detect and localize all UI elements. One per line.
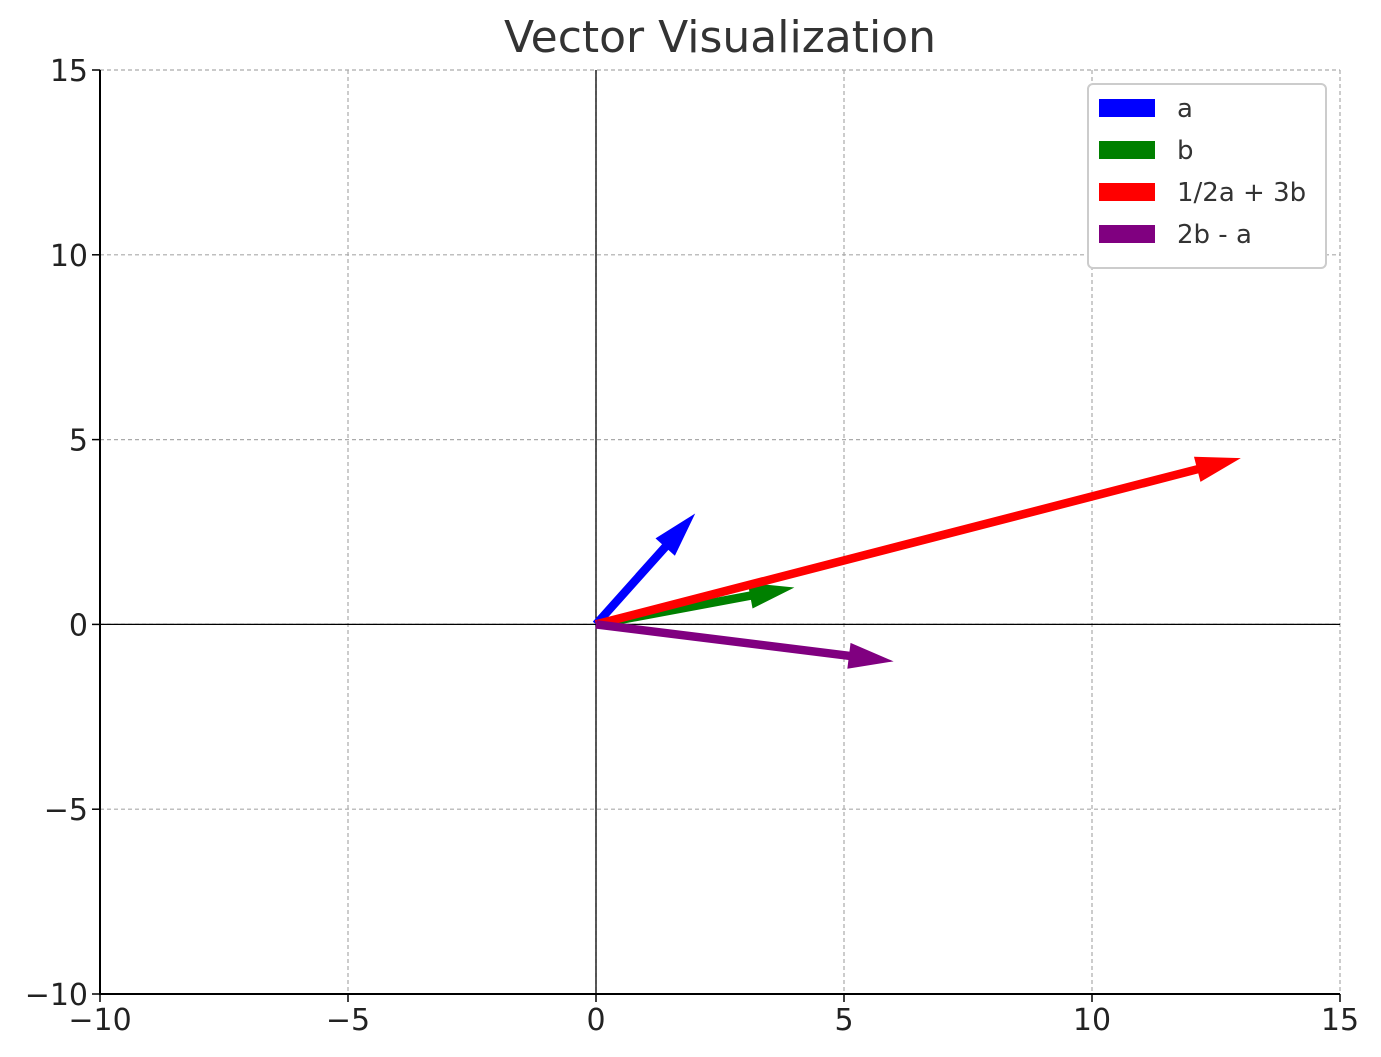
vectors	[592, 456, 1241, 669]
legend-swatch	[1099, 183, 1155, 201]
plot-frame	[99, 70, 1340, 995]
vector-arrow-2b-a	[595, 620, 894, 669]
y-tick-label: 10	[50, 239, 88, 274]
legend: ab 1/2a + 3b 2b - a	[1087, 83, 1327, 269]
y-tick-label: 5	[69, 424, 88, 459]
legend-swatch	[1099, 225, 1155, 243]
y-tick-label: −5	[44, 793, 88, 828]
legend-label: a	[1177, 94, 1193, 124]
tick-labels: −10 −5 0 5 10 15 −10 −5 0 5 10 15	[25, 54, 1359, 1038]
y-tick-label: 0	[69, 608, 88, 643]
chart-title: Vector Visualization	[503, 12, 937, 63]
legend-swatch	[1099, 141, 1155, 159]
legend-label: 1/2a + 3b	[1177, 178, 1306, 208]
x-tick-label: −5	[326, 1003, 370, 1038]
legend-swatch	[1099, 99, 1155, 117]
legend-label: 2b - a	[1177, 220, 1252, 250]
vector-arrow-1-2a-3b	[594, 456, 1241, 629]
legend-box	[1087, 83, 1327, 269]
x-tick-label: 5	[834, 1003, 853, 1038]
x-tick-label: 10	[1073, 1003, 1111, 1038]
y-tick-label: 15	[50, 54, 88, 89]
vector-arrow-a	[592, 513, 696, 628]
zero-axes	[100, 70, 1340, 994]
x-tick-label: −10	[68, 1003, 131, 1038]
x-tick-label: 15	[1321, 1003, 1359, 1038]
y-tick-label: −10	[25, 978, 88, 1013]
x-tick-label: 0	[586, 1003, 605, 1038]
legend-label: b	[1177, 136, 1194, 166]
vector-arrow-b	[595, 582, 795, 629]
